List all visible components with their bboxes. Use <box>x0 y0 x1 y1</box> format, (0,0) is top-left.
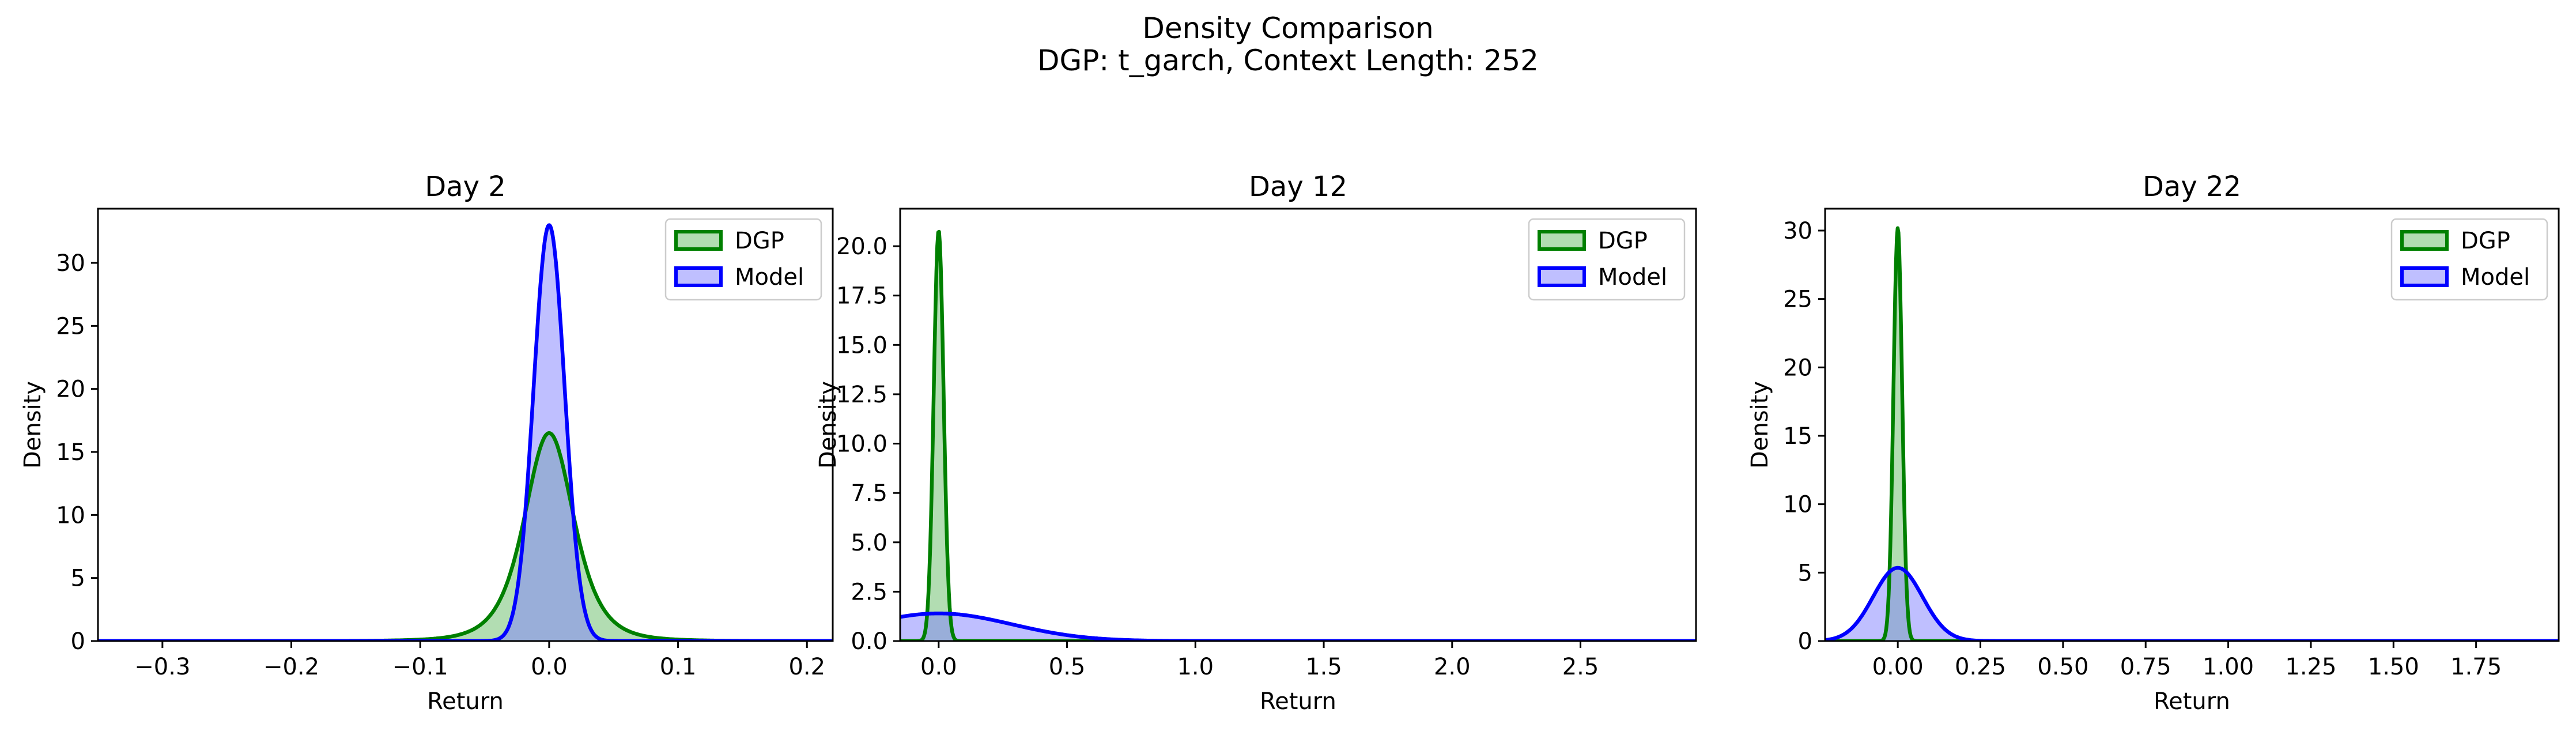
x-tick-label: 2.5 <box>1562 654 1599 680</box>
y-axis-label: Density <box>20 381 46 469</box>
x-tick-label: 1.25 <box>2285 654 2336 680</box>
plot-area <box>1825 226 2559 641</box>
y-tick-label: 5 <box>71 566 85 592</box>
y-tick-label: 30 <box>56 250 85 277</box>
y-axis-label: Density <box>1747 381 1773 469</box>
series-fill-model <box>900 613 1696 641</box>
legend-swatch-dgp <box>674 230 723 251</box>
panel-title: Day 2 <box>425 171 506 203</box>
legend-label-model: Model <box>1598 264 1667 291</box>
x-tick-label: 0.00 <box>1872 654 1924 680</box>
figure-title: Density Comparison <box>1142 12 1433 45</box>
x-axis-label: Return <box>427 688 504 715</box>
x-tick-label: 1.00 <box>2203 654 2254 680</box>
axes-frame <box>1824 208 2560 642</box>
y-tick-label: 10.0 <box>836 431 887 458</box>
y-tick-label: 15.0 <box>836 332 887 359</box>
legend-swatch-dgp <box>1538 230 1586 251</box>
x-tick-label: −0.1 <box>392 654 448 680</box>
panels: Day 2 −0.3 −0.2 −0.1 0.0 0.1 0.2 0 5 10 15 20 25 30 Re… <box>20 171 2560 715</box>
legend-label-dgp: DGP <box>1598 228 1648 254</box>
x-tick-label: 0.2 <box>788 654 825 680</box>
y-tick-label: 20 <box>1783 355 1812 381</box>
x-tick-label: 1.0 <box>1177 654 1214 680</box>
series-line-model <box>900 611 1696 641</box>
y-tick-label: 20 <box>56 376 85 403</box>
y-tick-label: 5 <box>1798 560 1812 586</box>
legend-swatch-model <box>674 266 723 287</box>
y-tick-label: 0.0 <box>851 628 887 655</box>
series-fill-model <box>1825 568 2559 641</box>
figure-subtitle: DGP: t_garch, Context Length: 252 <box>1037 44 1539 77</box>
y-axis-label: Density <box>815 381 841 469</box>
x-tick-label: 0.5 <box>1049 654 1086 680</box>
y-tick-label: 15 <box>1783 423 1812 450</box>
series-line-model <box>1825 566 2559 641</box>
legend: DGP Model <box>1528 218 1686 301</box>
legend: DGP Model <box>2390 218 2548 301</box>
x-axis-label: Return <box>1260 688 1336 715</box>
y-tick-label: 2.5 <box>851 579 887 605</box>
y-tick-label: 10 <box>1783 492 1812 518</box>
panel-1: Day 2 −0.3 −0.2 −0.1 0.0 0.1 0.2 0 5 10 15 20 25 30 Re… <box>20 171 834 715</box>
x-tick-label: 0.50 <box>2037 654 2088 680</box>
x-tick-label: 1.75 <box>2450 654 2502 680</box>
x-tick-label: 0.1 <box>660 654 697 680</box>
y-tick-label: 7.5 <box>851 480 887 507</box>
panel-title: Day 22 <box>2143 171 2241 203</box>
x-tick-label: 0.25 <box>1955 654 2006 680</box>
y-tick-label: 30 <box>1783 218 1812 244</box>
legend-label-dgp: DGP <box>2461 228 2510 254</box>
y-tick-label: 0 <box>1798 628 1812 655</box>
x-tick-label: −0.3 <box>134 654 190 680</box>
y-tick-label: 20.0 <box>836 233 887 260</box>
x-tick-label: 1.5 <box>1305 654 1342 680</box>
legend-label-model: Model <box>735 264 804 291</box>
y-tick-label: 5.0 <box>851 530 887 556</box>
legend-swatch-model <box>2400 266 2449 287</box>
axes-frame <box>97 208 834 642</box>
legend: DGP Model <box>664 218 822 301</box>
plot-area <box>900 229 1696 641</box>
y-tick-label: 17.5 <box>836 283 887 310</box>
axes-frame <box>899 208 1697 642</box>
y-tick-label: 0 <box>71 628 85 655</box>
y-tick-label: 12.5 <box>836 382 887 408</box>
x-tick-label: 1.50 <box>2368 654 2419 680</box>
legend-swatch-model <box>1538 266 1586 287</box>
x-axis-label: Return <box>2154 688 2230 715</box>
x-tick-label: −0.2 <box>263 654 319 680</box>
x-tick-label: 0.0 <box>920 654 957 680</box>
legend-label-dgp: DGP <box>735 228 784 254</box>
panel-2: Day 12 0.0 0.5 1.0 1.5 2.0 2.5 0.0 2.5 5.0 7.5 10.0… <box>815 171 1697 715</box>
x-tick-label: 2.0 <box>1434 654 1471 680</box>
legend-label-model: Model <box>2461 264 2530 291</box>
x-tick-label: 0.75 <box>2120 654 2171 680</box>
legend-swatch-dgp <box>2400 230 2449 251</box>
x-tick-label: 0.0 <box>531 654 568 680</box>
y-tick-label: 25 <box>1783 287 1812 313</box>
y-tick-label: 15 <box>56 439 85 466</box>
y-tick-label: 10 <box>56 502 85 529</box>
y-tick-label: 25 <box>56 313 85 340</box>
panel-3: Day 22 0.00 0.25 0.50 0.75 1.00 1.25 1.50 1.75 0 5… <box>1747 171 2560 715</box>
panel-title: Day 12 <box>1249 171 1347 203</box>
